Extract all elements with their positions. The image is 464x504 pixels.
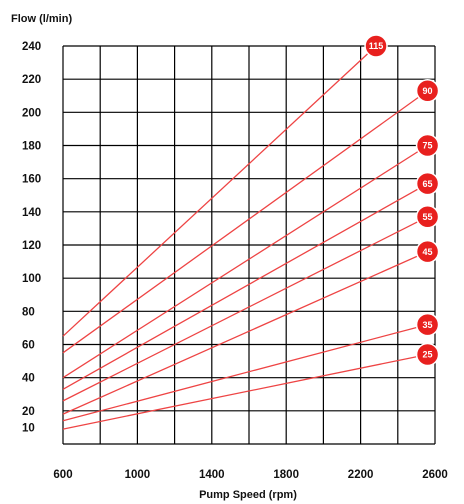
badge-circle [415,79,440,103]
x-tick-label: 2200 [348,469,374,481]
y-tick-label: 60 [22,340,35,352]
y-tick-label: 240 [22,41,41,53]
series-label: 35 [423,320,433,330]
badge-circle [415,205,440,229]
series-line-55 [62,216,428,402]
series-line-75 [62,144,428,379]
series-badge-65: 65 [415,171,440,196]
y-tick-label: 220 [22,74,41,86]
x-tick-label: 2600 [422,469,448,481]
x-tick-label: 1800 [273,469,299,481]
series-badge-90: 90 [415,79,440,103]
series-label: 75 [423,141,433,151]
y-tick-label: 10 [22,422,35,434]
series-badge-35: 35 [415,312,440,337]
series-label: 65 [423,179,433,189]
y-tick-label: 100 [22,273,41,285]
series-line-115 [62,45,377,337]
series-badge-25: 25 [415,342,440,367]
series-label: 25 [423,350,433,360]
series-label: 90 [423,86,433,96]
y-axis-title: Flow (l/min) [11,13,72,25]
series-badge-55: 55 [415,205,440,229]
y-tick-label: 40 [22,373,35,385]
series-badges: 115 90 75 65 55 45 35 25 [364,34,440,367]
series-label: 55 [423,212,433,222]
x-tick-labels: 600 1000 1400 1800 2200 2600 [53,469,447,481]
x-tick-label: 1400 [199,469,225,481]
grid [62,45,436,445]
series-line-90 [62,90,428,354]
badge-circle [364,34,388,58]
series-label: 115 [369,41,384,51]
series-badge-115: 115 [364,34,388,58]
badge-circle [415,239,440,264]
y-tick-labels: 10 20 40 60 80 100 120 140 160 180 200 220 240 [22,41,41,434]
series-line-25 [62,353,428,430]
x-axis-title: Pump Speed (rpm) [199,489,297,501]
y-tick-label: 160 [22,174,41,186]
badge-circle [415,133,440,158]
x-tick-label: 1000 [125,469,151,481]
series-line-35 [62,323,428,422]
series-badge-75: 75 [415,133,440,158]
badge-circle [415,312,440,337]
series-line-45 [62,251,428,415]
y-tick-label: 120 [22,240,41,252]
series-label: 45 [423,247,433,257]
y-tick-label: 180 [22,141,41,153]
series-lines [62,45,428,430]
series-line-65 [62,183,428,390]
badge-circle [415,342,440,367]
y-tick-label: 140 [22,207,41,219]
x-tick-label: 600 [53,469,72,481]
y-tick-label: 80 [22,306,35,318]
series-badge-45: 45 [415,239,440,264]
y-tick-label: 200 [22,107,41,119]
badge-circle [415,171,440,196]
y-tick-label: 20 [22,406,35,418]
